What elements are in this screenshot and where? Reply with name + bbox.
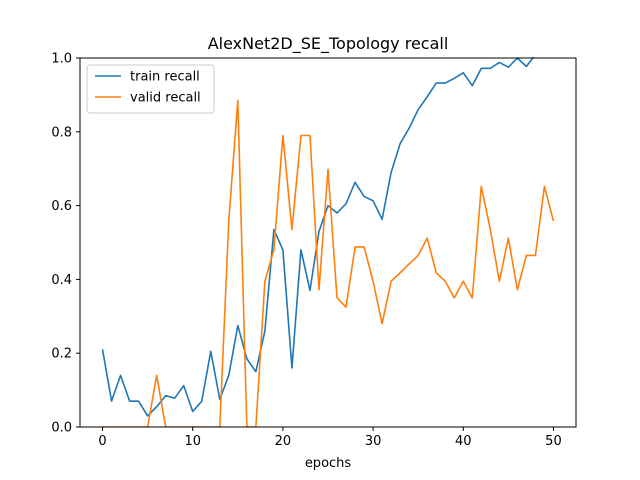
x-tick-label: 20	[275, 434, 292, 449]
plot-lines	[101, 57, 555, 427]
axes-frame	[79, 57, 577, 428]
legend-box	[86, 64, 215, 114]
y-tick-label: 0.4	[51, 273, 72, 288]
x-tick-label: 10	[184, 434, 201, 449]
y-tick-label: 0.6	[51, 199, 72, 214]
chart-title: AlexNet2D_SE_Topology recall	[208, 34, 449, 54]
y-tick-label: 0.0	[51, 421, 72, 436]
x-tick-label: 0	[98, 434, 106, 449]
legend-label-0: train recall	[130, 70, 200, 85]
x-axis-ticks: 0 10 20 30 40 50	[98, 427, 562, 449]
y-tick-label: 0.2	[51, 347, 72, 362]
x-tick-label: 30	[365, 434, 382, 449]
x-axis-label: epochs	[305, 456, 352, 471]
series-line-1	[102, 99, 555, 427]
x-tick-label: 40	[455, 434, 472, 449]
series-line-0	[101, 57, 535, 417]
legend-label-1: valid recall	[130, 91, 201, 106]
y-tick-label: 0.8	[51, 125, 72, 140]
x-tick-label: 50	[545, 434, 562, 449]
y-axis-ticks: 0.0 0.2 0.4 0.6 0.8 1.0	[51, 52, 80, 436]
legend: train recall valid recall	[86, 64, 215, 114]
y-tick-label: 1.0	[51, 52, 72, 67]
